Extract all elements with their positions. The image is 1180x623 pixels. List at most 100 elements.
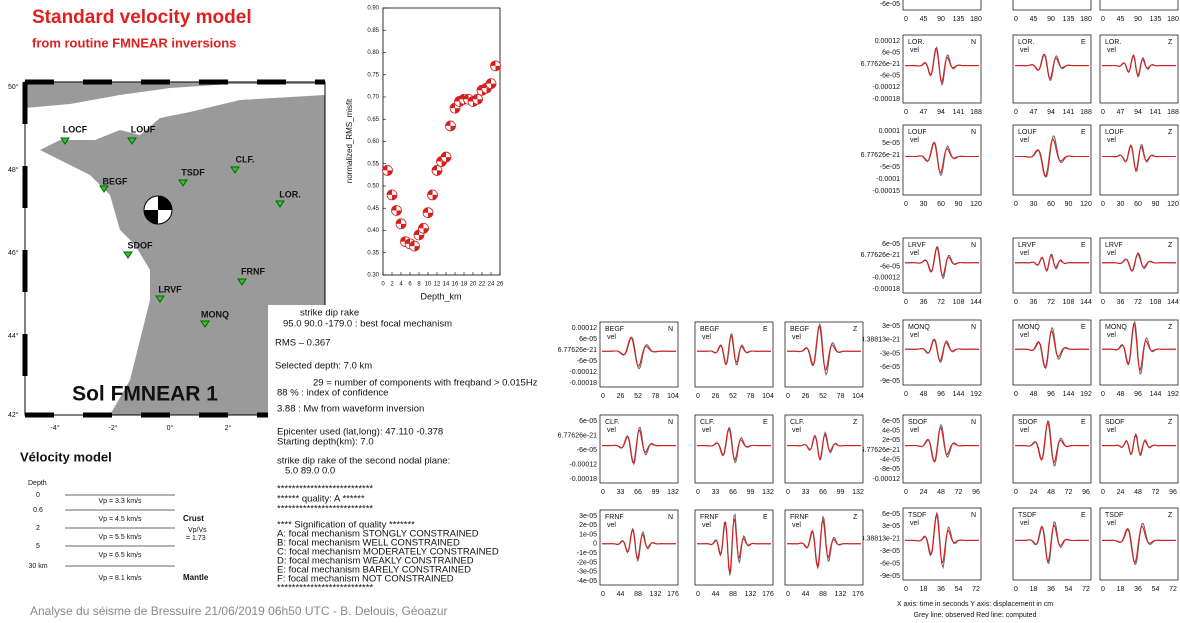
beachball-quadrant — [396, 218, 406, 229]
y-axis-label: normalized_RMS_misfit — [345, 98, 354, 183]
station-marker — [123, 251, 133, 259]
x-tick-label: 135 — [953, 16, 965, 23]
layer-label: Vp = 6.5 km/s — [99, 552, 142, 559]
y-tick-label: 3e-05 — [882, 523, 900, 530]
station-name: CLF. — [700, 419, 714, 426]
vm-ratio: = 1.73 — [186, 535, 206, 542]
component: Z — [853, 514, 858, 521]
station-name: BEGF — [700, 326, 719, 333]
vm-mantle: Mantle — [183, 573, 209, 582]
x-tick-label: 0 — [904, 299, 908, 306]
waveform-frame — [1012, 124, 1092, 196]
x-tick-label: 0 — [786, 591, 790, 598]
y-tick-label: -6e-05 — [577, 447, 597, 454]
component: Z — [1168, 324, 1173, 331]
y-tick-label: -2e-05 — [577, 559, 597, 566]
waveform-frame — [599, 414, 679, 484]
x-tick-label: 144 — [953, 391, 965, 398]
y-tick-label: 6.77626e-21 — [558, 432, 597, 439]
x-tick-label: 90 — [1065, 201, 1073, 208]
result-line: A: focal mechanism STONGLY CONSTRAINED — [277, 529, 479, 540]
component: N — [971, 324, 976, 331]
note: X axis: time in seconds Y axis: displace… — [897, 601, 1053, 608]
x-tick-label: 141 — [1150, 109, 1162, 116]
sublabel: vel — [1020, 332, 1029, 339]
x-tick-label: 0 — [904, 201, 908, 208]
station-name: LOR. — [908, 39, 924, 46]
lat-label: 42° — [8, 411, 19, 419]
x-tick-label: 0 — [1101, 391, 1105, 398]
x-tick-label: 96 — [1047, 391, 1055, 398]
y-tick-label: 6e-05 — [882, 241, 900, 248]
x-tick-label: 88 — [634, 591, 642, 598]
component: N — [971, 39, 976, 46]
y-tick-label: -9e-05 — [880, 378, 900, 385]
waveform-frame — [1012, 507, 1092, 581]
y-tick-label: 0.75 — [367, 72, 379, 78]
x-tick-label: 120 — [1167, 201, 1179, 208]
x-tick-label: 0 — [786, 489, 790, 496]
sublabel: vel — [702, 427, 711, 434]
x-tick-label: 2 — [390, 282, 394, 288]
beachball-quadrant — [472, 94, 483, 105]
y-tick-label: -0.00015 — [872, 188, 900, 195]
sublabel: vel — [1107, 427, 1116, 434]
title: Standard velocity model — [32, 7, 252, 28]
y-tick-label: 3e-05 — [579, 513, 597, 520]
x-tick-label: 0 — [1101, 586, 1105, 593]
beachball-quadrant — [409, 241, 420, 252]
x-tick-label: 90 — [937, 16, 945, 23]
x-tick-label: 144 — [1150, 391, 1162, 398]
x-tick-label: 96 — [1082, 489, 1090, 496]
result-line: B: focal mechanism WELL CONSTRAINED — [277, 538, 460, 549]
y-tick-label: -0.00012 — [872, 275, 900, 282]
station-marker — [200, 320, 210, 328]
station-label: LOR. — [279, 189, 301, 199]
station-name: LOR. — [1018, 39, 1034, 46]
computed-waveform — [697, 427, 771, 461]
sublabel: vel — [1020, 520, 1029, 527]
x-tick-label: 0 — [601, 591, 605, 598]
y-tick-label: -0.00012 — [569, 461, 597, 468]
x-tick-label: 132 — [650, 591, 662, 598]
x-tick-label: 18 — [920, 586, 928, 593]
x-tick-label: 60 — [1134, 201, 1142, 208]
lon-label: 2° — [225, 424, 232, 432]
x-tick-label: 16 — [452, 282, 459, 288]
y-tick-label: 0.00012 — [875, 38, 900, 45]
layer-label: Vp = 3.3 km/s — [99, 498, 142, 505]
component: E — [763, 514, 768, 521]
x-tick-label: 0 — [1014, 201, 1018, 208]
x-tick-label: 72 — [1082, 586, 1090, 593]
x-tick-label: 0 — [1014, 391, 1018, 398]
computed-waveform — [1102, 525, 1176, 564]
computed-waveform — [1015, 138, 1089, 178]
y-tick-label: 0.35 — [367, 250, 379, 256]
computed-waveform — [1015, 53, 1089, 81]
x-tick-label: 0 — [1014, 16, 1018, 23]
x-tick-label: 60 — [937, 201, 945, 208]
sublabel: vel — [792, 334, 801, 341]
x-tick-label: 96 — [937, 391, 945, 398]
x-tick-label: 18 — [1117, 586, 1125, 593]
x-tick-label: 0 — [1101, 16, 1105, 23]
y-tick-label: 6.77626e-21 — [861, 152, 900, 159]
sublabel: vel — [607, 522, 616, 529]
x-tick-label: 104 — [667, 393, 679, 400]
result-line: Starting depth(km): 7.0 — [277, 437, 374, 448]
x-tick-label: 33 — [802, 489, 810, 496]
computed-waveform — [602, 337, 676, 367]
layer-label: Vp = 4.5 km/s — [99, 516, 142, 523]
y-tick-label: -5e-05 — [880, 164, 900, 171]
y-tick-label: -0.00012 — [569, 369, 597, 376]
waveform-frame — [902, 237, 982, 294]
y-tick-label: -0.00018 — [569, 476, 597, 483]
x-tick-label: 108 — [1063, 299, 1075, 306]
result-line: 3.88 : Mw from waveform inversion — [277, 404, 424, 415]
x-tick-label: 94 — [1134, 109, 1142, 116]
x-tick-label: 188 — [1167, 109, 1179, 116]
y-tick-label: 6e-05 — [579, 336, 597, 343]
waveform-frame — [902, 34, 982, 104]
sublabel: vel — [607, 334, 616, 341]
component: N — [971, 512, 976, 519]
